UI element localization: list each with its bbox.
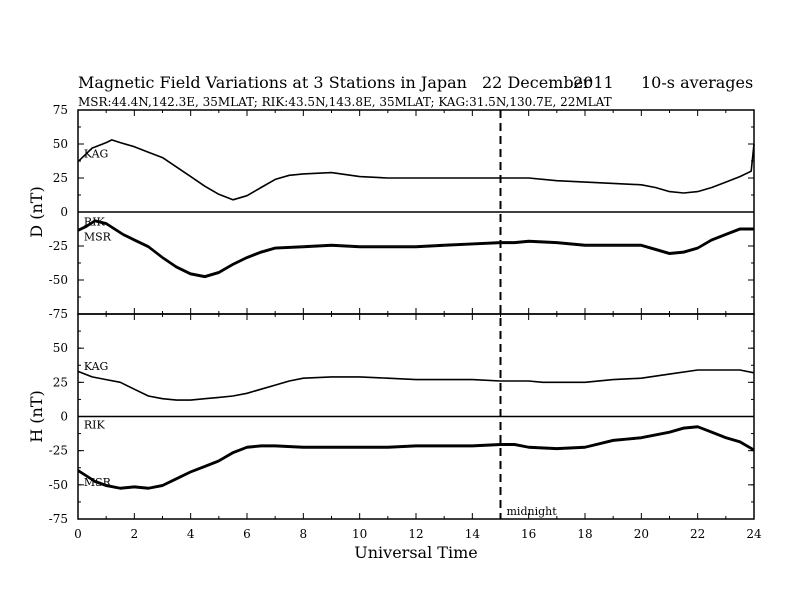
y-tick-label: 50 (53, 137, 68, 151)
y-tick-label: -75 (49, 512, 68, 526)
chart-subtitle: MSR:44.4N,142.3E, 35MLAT; RIK:43.5N,143.… (78, 95, 612, 109)
series-line-kag (77, 369, 755, 401)
x-tick-label: 16 (521, 527, 536, 541)
y-tick-label: -25 (49, 239, 68, 253)
y-axis-title: D (nT) (27, 186, 46, 237)
x-tick-label: 12 (408, 527, 423, 541)
y-tick-label: 50 (53, 341, 68, 355)
x-tick-label: 22 (690, 527, 705, 541)
chart-title-date: 22 December (482, 73, 591, 92)
x-tick-label: 8 (300, 527, 308, 541)
series-label-msr: MSR (84, 230, 112, 243)
x-tick-label: 14 (465, 527, 481, 541)
y-tick-label: -75 (49, 307, 68, 321)
chart-title: Magnetic Field Variations at 3 Stations … (78, 73, 467, 92)
y-tick-label: 75 (53, 103, 68, 117)
series-line-msr (77, 220, 754, 279)
chart-title-year: 2011 (573, 73, 614, 92)
x-tick-label: 2 (131, 527, 139, 541)
series-label-kag: KAG (84, 148, 109, 161)
x-tick-label: 4 (187, 527, 195, 541)
y-tick-label: -50 (49, 273, 68, 287)
series-label-kag: KAG (84, 360, 109, 373)
series-line-kag (77, 139, 755, 201)
x-tick-label: 6 (243, 527, 251, 541)
x-tick-label: 0 (74, 527, 82, 541)
y-tick-label: -25 (49, 444, 68, 458)
y-tick-label: 0 (60, 205, 68, 219)
x-axis: 0 2 4 6 8 10 12 14 16 18 20 22 24 (74, 110, 762, 541)
x-tick-label: 10 (352, 527, 367, 541)
midnight-label: midnight (507, 505, 558, 518)
x-tick-label: 20 (634, 527, 649, 541)
x-tick-label: 24 (746, 527, 762, 541)
chart-title-averaging: 10-s averages (641, 73, 753, 92)
series-label-msr: MSR (84, 476, 112, 489)
series-label-rik: RIK (84, 216, 106, 229)
series-line-rik (77, 219, 754, 277)
y-tick-label: 0 (60, 410, 68, 424)
x-axis-title: Universal Time (354, 543, 477, 562)
y-axis-title: H (nT) (27, 390, 46, 443)
y-tick-label: 25 (53, 375, 68, 389)
y-tick-label: -50 (49, 478, 68, 492)
series-line-msr (77, 426, 755, 490)
series-label-rik: RIK (84, 419, 106, 432)
h-component-panel: 50 25 0 -25 -50 -75 H (nT) KAG RIK MSR (27, 313, 755, 526)
y-tick-label: 25 (53, 171, 68, 185)
x-tick-label: 18 (577, 527, 592, 541)
series-line-rik (77, 425, 755, 489)
